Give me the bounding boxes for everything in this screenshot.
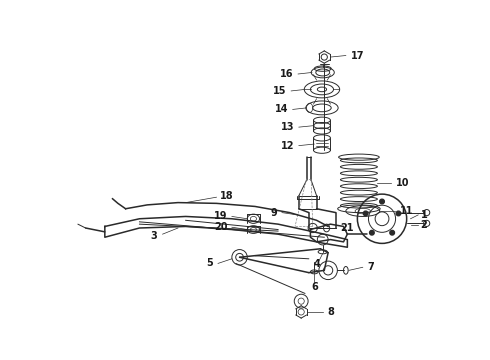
Text: 19: 19	[214, 211, 227, 221]
Text: 9: 9	[270, 208, 277, 217]
Text: 1: 1	[420, 210, 427, 220]
Text: 17: 17	[350, 50, 364, 60]
Circle shape	[396, 211, 401, 216]
Circle shape	[380, 199, 384, 204]
Text: 7: 7	[368, 262, 374, 272]
Text: 8: 8	[327, 307, 334, 317]
Text: 20: 20	[214, 222, 227, 232]
Text: 4: 4	[313, 259, 320, 269]
Text: 16: 16	[280, 69, 294, 79]
Text: 6: 6	[311, 282, 318, 292]
Text: 21: 21	[341, 223, 354, 233]
Text: 2: 2	[420, 220, 427, 230]
Circle shape	[390, 230, 394, 235]
Circle shape	[363, 211, 368, 216]
Circle shape	[369, 230, 374, 235]
Text: 15: 15	[273, 86, 287, 96]
Text: 5: 5	[207, 258, 214, 269]
Text: 14: 14	[274, 104, 288, 114]
Text: 12: 12	[281, 141, 294, 150]
Text: 3: 3	[150, 231, 157, 241]
Text: 18: 18	[220, 191, 234, 201]
Text: 10: 10	[396, 178, 409, 188]
Text: 11: 11	[400, 206, 413, 216]
Text: 13: 13	[281, 122, 294, 132]
